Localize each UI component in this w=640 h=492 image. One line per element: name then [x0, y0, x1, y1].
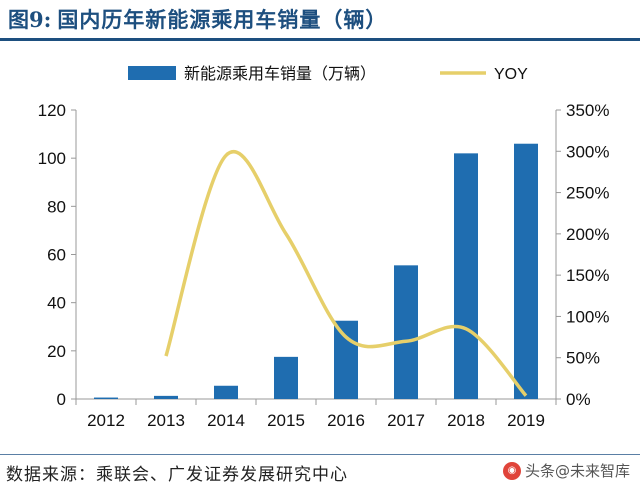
y-right-tick-label: 350%: [566, 101, 609, 120]
chart-header: 图9: 国内历年新能源乘用车销量（辆）: [0, 0, 640, 38]
y-right-tick-label: 250%: [566, 184, 609, 203]
y-left-tick-label: 120: [38, 101, 66, 120]
y-right-tick-label: 150%: [566, 266, 609, 285]
bar: [274, 356, 298, 399]
bar: [154, 395, 178, 399]
x-tick-label: 2017: [387, 411, 425, 430]
watermark: ◉ 头条@未来智库: [502, 460, 630, 481]
y-left-tick-label: 60: [47, 246, 66, 265]
bar: [514, 143, 538, 399]
y-right-tick-label: 200%: [566, 225, 609, 244]
x-tick-label: 2015: [267, 411, 305, 430]
y-right-tick-label: 300%: [566, 142, 609, 161]
legend-bar-label: 新能源乘用车销量（万辆）: [184, 65, 376, 83]
legend-line-label: YOY: [494, 66, 528, 83]
x-tick-label: 2013: [147, 411, 185, 430]
y-left-tick-label: 100: [38, 149, 66, 168]
y-left-tick-label: 80: [47, 197, 66, 216]
y-right-tick-label: 100%: [566, 307, 609, 326]
x-tick-label: 2014: [207, 411, 245, 430]
bar: [454, 153, 478, 399]
source-note: 数据来源：乘联会、广发证券发展研究中心: [6, 465, 348, 485]
y-right-tick-label: 50%: [566, 349, 600, 368]
figure-label: 图9:: [8, 7, 52, 32]
y-right-tick-label: 0%: [566, 390, 591, 409]
chart-title: 国内历年新能源乘用车销量（辆）: [57, 7, 388, 32]
chart-area: 0 20 40 60 80 100 120 0% 50% 100% 150% 200% 250% 300%…: [38, 65, 610, 430]
x-tick-label: 2016: [327, 411, 365, 430]
y-left-tick-label: 0: [57, 390, 66, 409]
bar: [334, 320, 358, 399]
bar: [94, 397, 118, 399]
x-tick-label: 2019: [507, 411, 545, 430]
bar: [214, 385, 238, 399]
bar: [394, 265, 418, 399]
x-tick-label: 2012: [87, 411, 125, 430]
watermark-text: 头条@未来智库: [524, 462, 630, 480]
x-tick-label: 2018: [447, 411, 485, 430]
source-divider: [0, 454, 640, 455]
yoy-line: [164, 150, 528, 397]
y-left-tick-label: 20: [47, 342, 66, 361]
legend-bar-swatch: [128, 66, 176, 80]
y-left-tick-label: 40: [47, 294, 66, 313]
watermark-logo-icon: ◉: [502, 461, 521, 480]
title-divider: [0, 38, 640, 41]
